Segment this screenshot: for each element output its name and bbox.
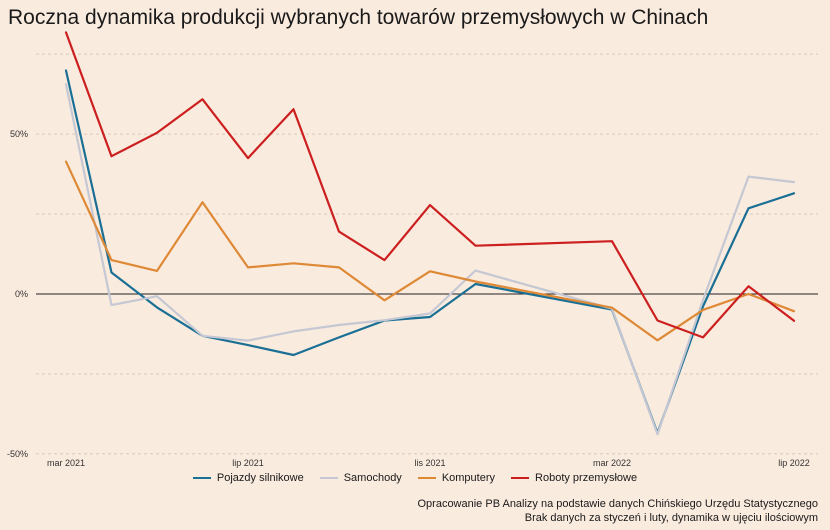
chart-plot: -50% 0% 50% mar 2021 lip 2021 lis 2021 mar 202… [7,31,818,468]
legend-swatch [511,477,530,479]
series-line-roboty-przemysłowe [64,31,796,339]
legend-item: Roboty przemysłowe [511,472,637,484]
y-tick-label: -50% [7,449,28,459]
legend: Pojazdy silnikowe Samochody Komputery Robot… [0,472,830,484]
captions: Opracowanie PB Analizy na podstawie dany… [417,497,818,525]
legend-item: Samochody [319,472,402,484]
source-caption: Opracowanie PB Analizy na podstawie dany… [417,498,818,510]
x-tick-label: lip 2021 [232,458,264,468]
x-tick-label: lis 2021 [414,458,445,468]
legend-swatch [417,477,436,479]
legend-item: Komputery [417,472,496,484]
x-tick-label: mar 2021 [47,458,85,468]
series-lines [64,31,796,436]
y-tick-label: 0% [15,289,28,299]
chart-title: Roczna dynamika produkcji wybranych towa… [8,6,709,29]
legend-label: Roboty przemysłowe [535,472,638,484]
y-tick-label: 50% [10,129,28,139]
legend-item: Pojazdy silnikowe [192,472,304,484]
legend-label: Komputery [441,472,496,484]
series-line-komputery [64,160,796,342]
series-line-samochody [64,83,796,436]
grid-lines [36,53,818,455]
x-tick-label: mar 2022 [593,458,631,468]
legend-swatch [319,477,338,479]
note-caption: Brak danych za styczeń i luty, dynamika … [524,512,818,524]
series-line-pojazdy-silnikowe [64,69,796,435]
legend-label: Samochody [343,472,402,484]
axis-labels: -50% 0% 50% mar 2021 lip 2021 lis 2021 mar 202… [7,129,810,468]
legend-swatch [192,477,211,479]
x-tick-label: lip 2022 [778,458,810,468]
legend-label: Pojazdy silnikowe [216,472,304,484]
